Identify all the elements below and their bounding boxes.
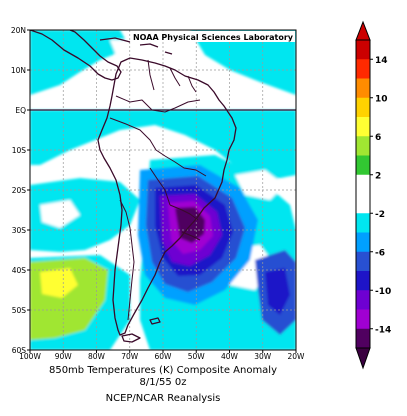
lat-label: 20N <box>11 26 26 35</box>
colorbar-label: 10 <box>375 94 388 104</box>
credit-text: NOAA Physical Sciences Laboratory <box>133 33 294 42</box>
colorbar-label: -2 <box>375 210 385 220</box>
colorbar-swatch <box>356 136 370 156</box>
lon-label: 100W <box>19 352 41 361</box>
colorbar-label: -10 <box>375 287 391 297</box>
colorbar-swatch <box>356 174 370 195</box>
lat-label: EQ <box>15 106 26 115</box>
colorbar-swatch <box>356 232 370 253</box>
lon-label: 70W <box>121 352 139 361</box>
lon-label: 20W <box>288 352 306 361</box>
lon-label: 90W <box>55 352 73 361</box>
caption-line-1: 850mb Temperatures (K) Composite Anomaly <box>49 365 277 376</box>
colorbar-swatch <box>356 78 370 99</box>
lon-label: 50W <box>188 352 206 361</box>
coastlines <box>30 30 237 343</box>
colorbar-swatch <box>356 213 370 233</box>
colorbar: 14 10 6 2 -2 -6 -10 -14 <box>355 20 391 370</box>
colorbar-label: 2 <box>375 171 381 181</box>
lat-label: 50S <box>12 306 27 315</box>
lon-label: 30W <box>254 352 272 361</box>
lon-label: 60W <box>155 352 173 361</box>
colorbar-swatch <box>356 271 370 291</box>
colorbar-swatch <box>356 309 370 330</box>
lat-label: 10N <box>11 66 26 75</box>
caption-line-2: 8/1/55 0z <box>140 377 187 388</box>
caption-line-3: NCEP/NCAR Reanalysis <box>106 393 221 404</box>
colorbar-label: -14 <box>375 325 391 335</box>
colorbar-swatch <box>356 59 370 79</box>
colorbar-swatch <box>356 194 370 214</box>
colorbar-swatch <box>356 328 370 349</box>
lat-label: 30S <box>12 226 27 235</box>
colorbar-label: -6 <box>375 248 385 258</box>
colorbar-label: 6 <box>375 133 381 143</box>
lon-label: 80W <box>88 352 106 361</box>
colorbar-top-arrow <box>355 20 371 41</box>
lat-label: 40S <box>12 266 27 275</box>
lat-label: 10S <box>12 146 27 155</box>
colorbar-swatch <box>356 97 370 118</box>
lat-label: 60S <box>12 346 27 355</box>
colorbar-swatch <box>356 251 370 272</box>
credit-box <box>147 31 295 42</box>
colorbar-swatch <box>356 290 370 310</box>
lon-label: 40W <box>221 352 239 361</box>
colorbar-swatch <box>356 40 370 60</box>
colorbar-swatch <box>356 117 370 137</box>
colorbar-swatch <box>356 155 370 176</box>
graticule <box>30 30 296 350</box>
lat-label: 20S <box>12 186 27 195</box>
colorbar-bottom-arrow <box>355 347 371 370</box>
colorbar-label: 14 <box>375 56 388 66</box>
